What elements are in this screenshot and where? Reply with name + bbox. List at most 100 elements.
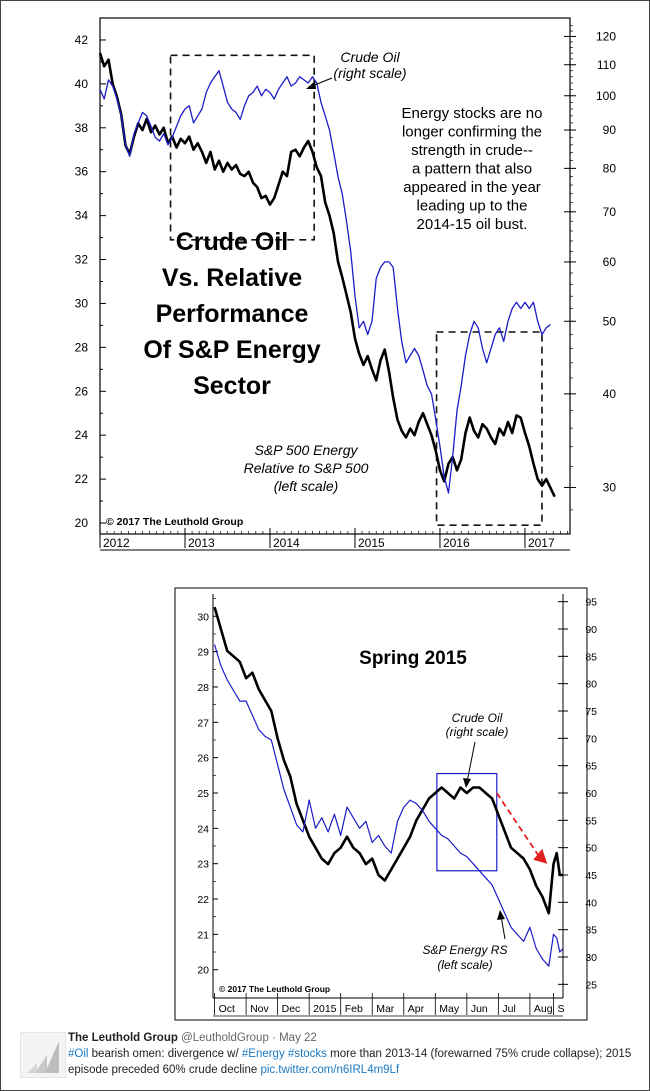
chart-2-highlight-box [436, 772, 498, 872]
chart-2-right-tick-label: 30 [585, 952, 597, 964]
chart-1-crude-oil-pointer-head [306, 81, 316, 89]
tweet-media-link[interactable]: pic.twitter.com/n6IRL4m9Lf [260, 1064, 400, 1076]
chart-1-plot-border [99, 17, 571, 535]
chart-2-month-label: May [439, 1003, 460, 1015]
chart-2-month-label: Mar [376, 1003, 395, 1015]
chart-1-year-label: 2013 [188, 536, 215, 550]
chart-1-year-label: 2014 [273, 536, 300, 550]
chart-2-month-label: 2015 [313, 1003, 337, 1015]
chart-2-crude-oil-series-label: Crude Oil (right scale) [446, 711, 509, 739]
chart-2-energy-rs-pointer-head [497, 910, 505, 920]
hashtag-energy[interactable]: #Energy [241, 1048, 285, 1060]
chart-1-right-tick-label: 30 [603, 480, 617, 494]
chart-1-crude-oil-line [99, 70, 551, 494]
chart-2-right-tick-label: 65 [585, 761, 597, 773]
chart-2-month-label: Feb [345, 1003, 363, 1015]
chart-1-right-tick-label: 90 [603, 123, 617, 137]
tweet-header: The Leuthold Group @LeutholdGroup · May … [68, 1030, 643, 1046]
chart-1-crude-oil-series-label: Crude Oil (right scale) [333, 49, 406, 81]
chart-2-right-tick-label: 90 [585, 624, 597, 636]
chart-1-left-tick-label: 26 [75, 384, 89, 398]
chart-2-month-label: S [558, 1003, 565, 1015]
chart-1-left-tick-label: 36 [75, 165, 89, 179]
chart-2-right-tick-label: 85 [585, 651, 597, 663]
chart-2-right-tick-label: 45 [585, 870, 597, 882]
chart-2-month-label: Jul [502, 1003, 515, 1015]
chart-1-right-tick-label: 110 [597, 58, 616, 72]
tweet-separator: · [272, 1032, 276, 1044]
chart-2-svg: 20 21 22 23 24 25 26 27 28 29 30 25 30 35 40 45 50 55 60 65… [174, 587, 597, 1021]
chart-1-left-tick-label: 24 [75, 428, 89, 442]
chart-2-energy-rs-line [214, 644, 564, 967]
chart-1-left-tick-label: 34 [75, 209, 89, 223]
chart-1-year-label: 2012 [103, 536, 130, 550]
chart-1-left-tick-label: 42 [75, 33, 89, 47]
chart-1-left-tick-label: 40 [75, 77, 89, 91]
chart-2-right-tick-label: 55 [585, 815, 597, 827]
chart-2-right-tick-label: 75 [585, 706, 597, 718]
chart-1-right-tick-label: 50 [603, 314, 617, 328]
chart-1-left-tick-label: 32 [75, 253, 89, 267]
chart-2-month-label: Jun [471, 1003, 488, 1015]
chart-2-left-tick-label: 26 [197, 753, 209, 765]
tweet-text-part-2: more than 2013-14 (forewarned 75% crude … [68, 1048, 632, 1076]
chart-2-month-label: Nov [250, 1003, 269, 1015]
chart-2-month-label: Aug [534, 1003, 553, 1015]
chart-2-right-tick-label: 25 [585, 979, 597, 991]
chart-2-right-tick-label: 35 [585, 925, 597, 937]
chart-2-crude-oil-pointer [466, 741, 476, 783]
chart-2-left-tick-label: 20 [197, 965, 209, 977]
chart-1-right-tick-label: 80 [603, 161, 617, 175]
chart-2-right-tick-label: 95 [585, 597, 597, 609]
chart-1-year-label: 2016 [443, 536, 470, 550]
chart-1-svg: 20 22 24 26 28 30 32 34 36 38 40 42 30 40 50 60 70 80 90 10… [75, 17, 616, 551]
chart-1-highlight-box [435, 331, 543, 527]
chart-2-left-tick-label: 21 [197, 929, 209, 941]
chart-1-left-tick-label: 20 [75, 516, 89, 530]
chart-2-energy-rs-series-label: S&P Energy RS (left scale) [423, 943, 508, 972]
leuthold-logo-icon [27, 1041, 59, 1073]
chart-1-title: Crude Oil Vs. Relative Performance Of S&P E… [143, 228, 320, 400]
spring-2015-chart: 20 21 22 23 24 25 26 27 28 29 30 25 30 35 40 45 50 55 60 65… [174, 587, 597, 1021]
tweet-date[interactable]: May 22 [279, 1032, 317, 1044]
chart-2-left-tick-label: 22 [197, 894, 209, 906]
chart-1-left-tick-label: 38 [75, 121, 89, 135]
tweet-text-part-1: bearish omen: divergence w/ [88, 1048, 242, 1060]
chart-1-right-tick-label: 70 [603, 205, 617, 219]
chart-2-month-label: Apr [408, 1003, 425, 1015]
tweet-text: #Oil bearish omen: divergence w/ #Energy… [68, 1046, 643, 1078]
chart-2-month-label: Oct [219, 1003, 235, 1015]
chart-2-outer-frame [174, 587, 588, 1021]
tweet: The Leuthold Group @LeutholdGroup · May … [18, 1028, 643, 1086]
chart-1-left-tick-label: 22 [75, 472, 89, 486]
chart-2-right-tick-label: 40 [585, 897, 597, 909]
chart-2-energy-rs-pointer [500, 915, 506, 940]
chart-2-right-tick-label: 50 [585, 843, 597, 855]
chart-2-left-tick-label: 23 [197, 859, 209, 871]
crude-vs-energy-long-chart: 20 22 24 26 28 30 32 34 36 38 40 42 30 40 50 60 70 80 90 10… [75, 17, 616, 551]
tweet-author-name[interactable]: The Leuthold Group [68, 1032, 178, 1044]
chart-1-left-tick-label: 30 [75, 296, 89, 310]
chart-1-year-label: 2017 [528, 536, 555, 550]
tweet-author-handle[interactable]: @LeutholdGroup [181, 1032, 269, 1044]
hashtag-stocks[interactable]: #stocks [287, 1048, 327, 1060]
chart-2-left-tick-label: 28 [197, 682, 209, 694]
chart-1-right-tick-label: 60 [603, 255, 617, 269]
chart-1-annotation: Energy stocks are no longer confirming th… [402, 105, 543, 233]
chart-2-right-tick-label: 70 [585, 733, 597, 745]
chart-2-right-tick-label: 60 [585, 788, 597, 800]
chart-1-right-tick-label: 40 [603, 387, 617, 401]
chart-2-trend-arrow-head [533, 848, 548, 864]
avatar[interactable] [20, 1032, 66, 1078]
chart-2-crude-oil-pointer-head [463, 778, 471, 788]
chart-2-left-tick-label: 24 [197, 823, 209, 835]
chart-2-left-tick-label: 29 [197, 647, 209, 659]
chart-1-copyright: © 2017 The Leuthold Group [106, 516, 243, 528]
chart-2-left-tick-label: 30 [197, 611, 209, 623]
chart-1-highlight-box [169, 54, 315, 241]
chart-2-left-tick-label: 25 [197, 788, 209, 800]
chart-1-right-tick-label: 100 [596, 89, 616, 103]
hashtag-oil[interactable]: #Oil [68, 1048, 89, 1060]
chart-1-energy-rs-line [98, 52, 556, 498]
chart-2-crude-oil-line [213, 606, 563, 915]
